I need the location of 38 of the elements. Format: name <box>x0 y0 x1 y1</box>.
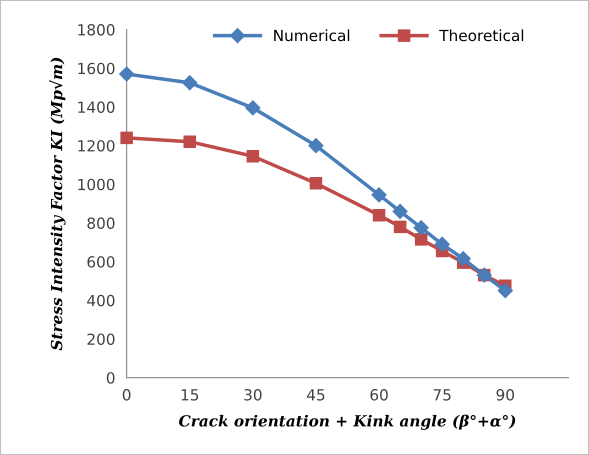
point <box>245 100 260 116</box>
point <box>372 208 386 222</box>
point <box>246 150 260 162</box>
y-tick-label: 200 <box>87 333 115 345</box>
x-axis-title: Crack orientation + Kink angle (β°+α°) <box>179 414 516 430</box>
point <box>498 283 513 298</box>
point <box>414 233 428 246</box>
point <box>119 66 134 82</box>
x-tick-label: 90 <box>496 389 514 401</box>
x-tick-label: 60 <box>370 389 388 401</box>
point <box>434 236 450 252</box>
y-tick-label: 1600 <box>78 62 115 74</box>
y-tick-label: 1800 <box>78 24 115 36</box>
point <box>120 132 133 144</box>
y-tick-label: 400 <box>87 294 115 306</box>
legend-label: Theoretical <box>439 29 524 42</box>
y-tick-label: 600 <box>87 256 115 268</box>
y-tick-label: 1000 <box>78 178 115 190</box>
x-tick-label: 75 <box>434 389 451 401</box>
point <box>182 75 198 90</box>
point <box>310 177 322 190</box>
x-tick-label: 0 <box>122 389 130 401</box>
x-tick-label: 15 <box>182 389 198 401</box>
x-tick-label: 30 <box>244 389 262 401</box>
point <box>456 251 471 266</box>
point <box>371 187 387 202</box>
y-tick-label: 1400 <box>78 101 115 113</box>
point <box>392 204 408 219</box>
point <box>414 220 429 236</box>
point <box>308 138 324 154</box>
y-axis-title: Stress Intensity Factor KI (Mp√m) <box>50 58 66 350</box>
y-tick-label: 800 <box>87 217 115 229</box>
point <box>183 135 196 148</box>
y-tick-label: 0 <box>106 372 115 384</box>
point <box>394 220 406 234</box>
legend-label: Numerical <box>274 29 350 42</box>
x-tick-label: 45 <box>306 389 324 401</box>
y-tick-label: 1200 <box>78 140 115 152</box>
